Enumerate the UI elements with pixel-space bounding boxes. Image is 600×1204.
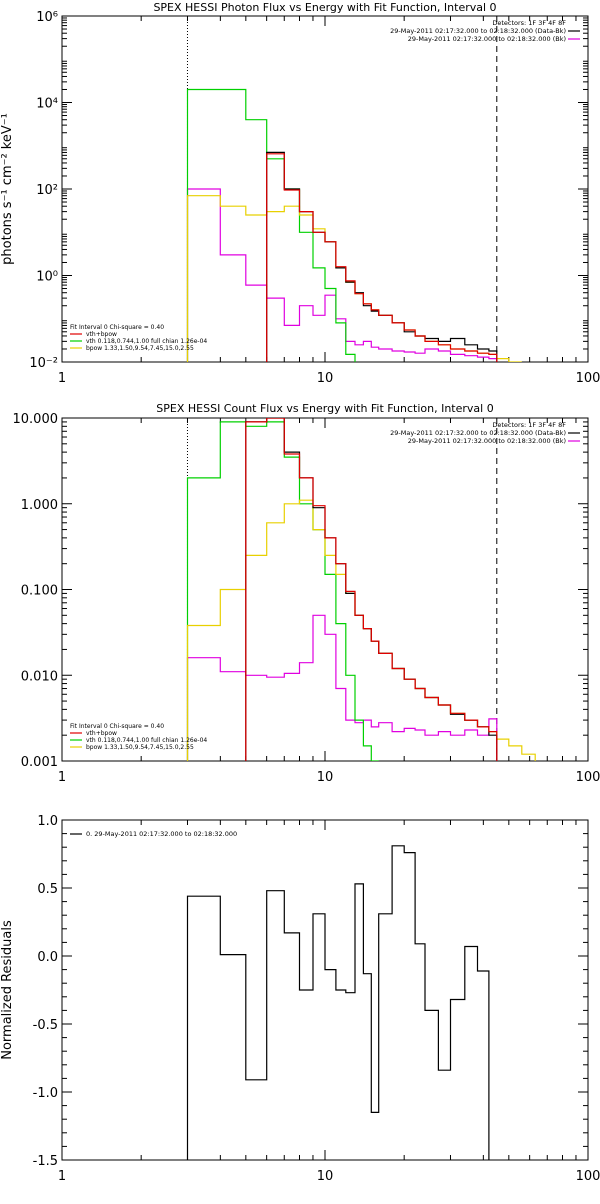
y-tick-label: 0.0 bbox=[37, 950, 58, 965]
series-layer bbox=[188, 846, 489, 1160]
x-tick-label: 10 bbox=[317, 371, 334, 386]
series-fit-line bbox=[267, 154, 497, 362]
y-tick-label: 0.001 bbox=[21, 755, 58, 770]
series-fit-line bbox=[246, 418, 497, 761]
series-total-line bbox=[188, 846, 489, 1160]
y-tick-label: 0.5 bbox=[37, 882, 58, 897]
series-bpow-line bbox=[188, 500, 536, 761]
y-tick-label: -1.5 bbox=[33, 1154, 58, 1169]
x-tick-label: 1 bbox=[58, 371, 66, 386]
y-tick-label: 1.0 bbox=[37, 814, 58, 829]
y-tick-label: -1.0 bbox=[33, 1086, 58, 1101]
x-tick-label: 100 bbox=[576, 770, 600, 785]
y-tick-label: 10⁰ bbox=[36, 270, 58, 285]
series-bk-line bbox=[188, 615, 497, 761]
y-tick-label: 10² bbox=[36, 183, 58, 198]
x-tick-label: 1 bbox=[58, 770, 66, 785]
y-tick-label: 1.000 bbox=[21, 498, 58, 513]
plot-frame bbox=[62, 820, 588, 1160]
x-tick-label: 100 bbox=[576, 371, 600, 386]
y-tick-label: 10⁻² bbox=[29, 356, 58, 371]
legend-top-text: 29-May-2011 02:17:32.000 to 02:18:32.000… bbox=[408, 437, 566, 445]
legend-top-text: 29-May-2011 02:17:32.000 to 02:18:32.000… bbox=[408, 35, 566, 43]
series-bk-line bbox=[188, 189, 497, 362]
chart-title: SPEX HESSI Count Flux vs Energy with Fit… bbox=[156, 402, 493, 415]
legend-top-text: 0. 29-May-2011 02:17:32.000 to 02:18:32.… bbox=[86, 830, 237, 838]
y-axis-label: photons s⁻¹ cm⁻² keV⁻¹ bbox=[0, 113, 15, 265]
legend-bottom-text: vth 0.118,0.744,1.00 full chian 1.26e-04 bbox=[86, 338, 207, 345]
legend-bottom-text: bpow 1.33,1.50,9.54,7.45,15.0,2.55 bbox=[86, 744, 194, 751]
chart-title: SPEX HESSI Photon Flux vs Energy with Fi… bbox=[153, 1, 496, 14]
x-tick-label: 10 bbox=[317, 770, 334, 785]
series-bpow-line bbox=[188, 196, 522, 362]
legend-bottom-text: Fit Interval 0 Chi-square = 0.40 bbox=[70, 324, 164, 331]
y-tick-label: 0.010 bbox=[21, 669, 58, 684]
legend-bottom-text: vth+bpow bbox=[86, 730, 117, 737]
y-tick-label: 10.000 bbox=[13, 412, 59, 427]
y-tick-label: 10⁶ bbox=[36, 10, 58, 25]
legend-top-text: 29-May-2011 02:17:32.000 to 02:18:32.000… bbox=[390, 429, 566, 437]
series-layer bbox=[188, 418, 536, 761]
series-layer bbox=[188, 90, 522, 363]
chart-panel-1: SPEX HESSI Count Flux vs Energy with Fit… bbox=[13, 402, 600, 785]
chart-panel-0: SPEX HESSI Photon Flux vs Energy with Fi… bbox=[0, 1, 600, 386]
legend-bottom-text: vth+bpow bbox=[86, 331, 117, 338]
x-tick-label: 100 bbox=[576, 1169, 600, 1184]
y-tick-label: 0.100 bbox=[21, 584, 58, 599]
series-total-line bbox=[246, 418, 497, 761]
legend-bottom-text: bpow 1.33,1.50,9.54,7.45,15.0,2.55 bbox=[86, 345, 194, 352]
series-total-line bbox=[267, 152, 497, 362]
x-tick-label: 10 bbox=[317, 1169, 334, 1184]
y-tick-label: -0.5 bbox=[33, 1018, 58, 1033]
y-tick-label: 10⁴ bbox=[36, 97, 58, 112]
chart-panel-2: 1 10 100 -1.5 -1.0 -0.5 0.0 0.5 1.0 Normalized Re… bbox=[0, 814, 600, 1184]
x-tick-label: 1 bbox=[58, 1169, 66, 1184]
y-axis-label: Normalized Residuals bbox=[0, 920, 15, 1060]
plot-frame bbox=[62, 418, 588, 761]
legend-top-text: Detectors: 1F 3F 4F 8F bbox=[492, 421, 566, 429]
legend-bottom-text: vth 0.118,0.744,1.00 full chian 1.26e-04 bbox=[86, 737, 207, 744]
legend-top-text: Detectors: 1F 3F 4F 8F bbox=[492, 19, 566, 27]
legend-top-text: 29-May-2011 02:17:32.000 to 02:18:32.000… bbox=[390, 27, 566, 35]
legend-bottom-text: Fit Interval 0 Chi-square = 0.40 bbox=[70, 723, 164, 730]
series-vth-line bbox=[188, 90, 356, 363]
